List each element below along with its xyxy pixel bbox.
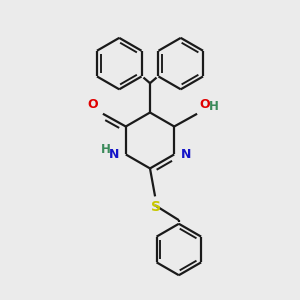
Text: H: H [100,143,110,156]
Text: O: O [87,98,98,111]
Text: N: N [181,148,191,161]
Text: H: H [208,100,218,112]
Text: O: O [200,98,210,111]
Text: N: N [109,148,119,161]
Text: S: S [152,200,161,214]
